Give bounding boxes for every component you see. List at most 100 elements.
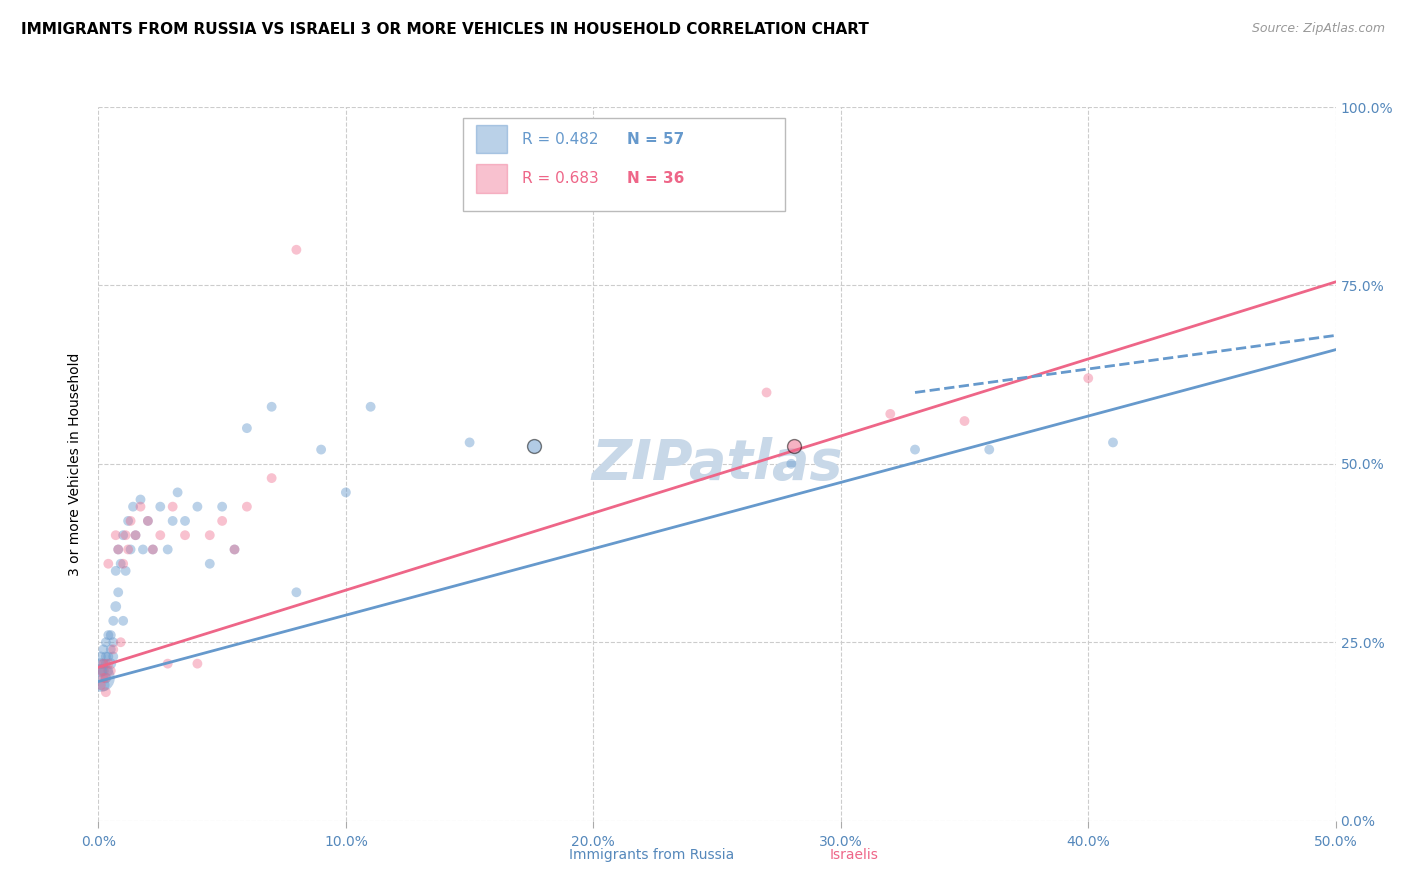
- Text: N = 36: N = 36: [627, 171, 685, 186]
- Point: [285, 585, 308, 599]
- Point: [149, 528, 172, 542]
- Point: [103, 614, 125, 628]
- Point: [97, 557, 120, 571]
- Point: [129, 500, 152, 514]
- Point: [93, 671, 115, 685]
- Point: [136, 514, 159, 528]
- Point: [162, 500, 184, 514]
- Point: [104, 528, 127, 542]
- Point: [90, 657, 112, 671]
- Point: [100, 628, 122, 642]
- Point: [1077, 371, 1099, 385]
- Point: [90, 671, 112, 685]
- Point: [110, 557, 132, 571]
- Point: [174, 514, 197, 528]
- Point: [156, 542, 179, 557]
- Point: [120, 514, 142, 528]
- Point: [260, 471, 283, 485]
- Point: [93, 657, 115, 671]
- Point: [93, 657, 115, 671]
- Point: [117, 542, 139, 557]
- Point: [97, 664, 120, 678]
- Point: [458, 435, 481, 450]
- Point: [224, 542, 246, 557]
- Bar: [475, 164, 506, 193]
- Point: [129, 492, 152, 507]
- Point: [1102, 435, 1125, 450]
- Point: [162, 514, 184, 528]
- Point: [100, 657, 122, 671]
- Point: [142, 542, 165, 557]
- Point: [94, 685, 117, 699]
- Text: Source: ZipAtlas.com: Source: ZipAtlas.com: [1251, 22, 1385, 36]
- Point: [100, 642, 122, 657]
- Point: [103, 649, 125, 664]
- Point: [100, 664, 122, 678]
- Text: N = 57: N = 57: [627, 132, 683, 146]
- Point: [124, 528, 146, 542]
- Text: Immigrants from Russia: Immigrants from Russia: [569, 847, 735, 862]
- Point: [309, 442, 332, 457]
- Text: IMMIGRANTS FROM RUSSIA VS ISRAELI 3 OR MORE VEHICLES IN HOUSEHOLD CORRELATION CH: IMMIGRANTS FROM RUSSIA VS ISRAELI 3 OR M…: [21, 22, 869, 37]
- Point: [112, 557, 135, 571]
- Point: [110, 635, 132, 649]
- Point: [93, 642, 115, 657]
- Point: [198, 557, 221, 571]
- Point: [112, 528, 135, 542]
- Point: [104, 564, 127, 578]
- Bar: [475, 125, 506, 153]
- Point: [97, 649, 120, 664]
- Point: [93, 678, 115, 692]
- Point: [94, 635, 117, 649]
- Point: [97, 628, 120, 642]
- Point: [224, 542, 246, 557]
- Point: [879, 407, 901, 421]
- Point: [198, 528, 221, 542]
- Point: [93, 664, 115, 678]
- Point: [236, 500, 259, 514]
- Point: [107, 542, 129, 557]
- Point: [103, 642, 125, 657]
- Point: [755, 385, 778, 400]
- Point: [94, 649, 117, 664]
- Point: [166, 485, 188, 500]
- Y-axis label: 3 or more Vehicles in Household: 3 or more Vehicles in Household: [69, 352, 83, 575]
- Point: [132, 542, 155, 557]
- Point: [90, 678, 112, 692]
- Point: [780, 457, 803, 471]
- Point: [211, 500, 233, 514]
- Point: [186, 657, 208, 671]
- Text: Israelis: Israelis: [830, 847, 879, 862]
- Point: [211, 514, 233, 528]
- Point: [112, 614, 135, 628]
- Point: [90, 664, 112, 678]
- Point: [236, 421, 259, 435]
- Point: [124, 528, 146, 542]
- FancyBboxPatch shape: [464, 118, 785, 211]
- Point: [979, 442, 1001, 457]
- Point: [149, 500, 172, 514]
- Point: [90, 649, 112, 664]
- Point: [107, 585, 129, 599]
- Point: [104, 599, 127, 614]
- Text: ZIPatlas: ZIPatlas: [592, 437, 842, 491]
- Point: [107, 542, 129, 557]
- Point: [114, 564, 136, 578]
- Point: [335, 485, 357, 500]
- Point: [117, 514, 139, 528]
- Point: [136, 514, 159, 528]
- Point: [174, 528, 197, 542]
- Point: [120, 542, 142, 557]
- Point: [186, 500, 208, 514]
- Point: [953, 414, 976, 428]
- Point: [90, 664, 112, 678]
- Point: [122, 500, 145, 514]
- Point: [360, 400, 382, 414]
- Point: [114, 528, 136, 542]
- Point: [904, 442, 927, 457]
- Text: R = 0.683: R = 0.683: [522, 171, 599, 186]
- Point: [103, 635, 125, 649]
- Point: [285, 243, 308, 257]
- Point: [94, 671, 117, 685]
- Text: R = 0.482: R = 0.482: [522, 132, 598, 146]
